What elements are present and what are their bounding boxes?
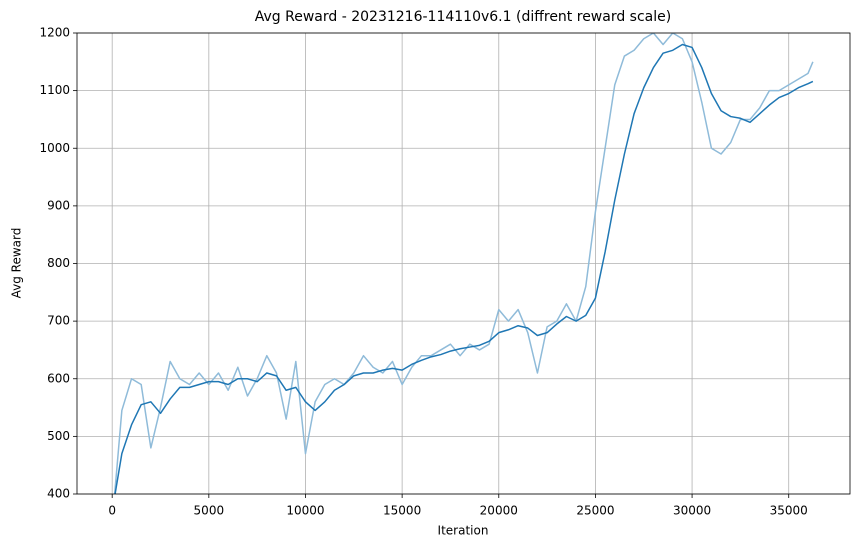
chart-title: Avg Reward - 20231216-114110v6.1 (diffre… (255, 9, 671, 25)
x-axis-label: Iteration (438, 524, 489, 538)
grid (77, 32, 850, 495)
y-tick-label: 600 (47, 371, 70, 385)
x-tick-label: 10000 (286, 504, 324, 518)
y-axis-label: Avg Reward (10, 228, 24, 299)
series-line (113, 33, 814, 494)
ticks: 400 500 600 700 800 900 1000 1100 1200 0 5000 10000… (39, 26, 807, 518)
series-line (114, 43, 814, 494)
x-tick-label: 30000 (673, 504, 711, 518)
plot-lines (113, 33, 814, 494)
y-tick-label: 800 (47, 256, 70, 270)
x-tick-label: 35000 (770, 504, 808, 518)
y-tick-label: 1100 (39, 83, 70, 97)
x-tick-label: 20000 (480, 504, 518, 518)
y-tick-label: 900 (47, 198, 70, 212)
y-tick-label: 700 (47, 314, 70, 328)
y-tick-label: 500 (47, 429, 70, 443)
x-tick-label: 15000 (383, 504, 421, 518)
y-tick-label: 1200 (39, 26, 70, 40)
y-tick-label: 400 (47, 487, 70, 501)
x-tick-label: 25000 (576, 504, 614, 518)
y-tick-label: 1000 (39, 141, 70, 155)
x-tick-label: 0 (108, 504, 116, 518)
x-tick-label: 5000 (194, 504, 225, 518)
